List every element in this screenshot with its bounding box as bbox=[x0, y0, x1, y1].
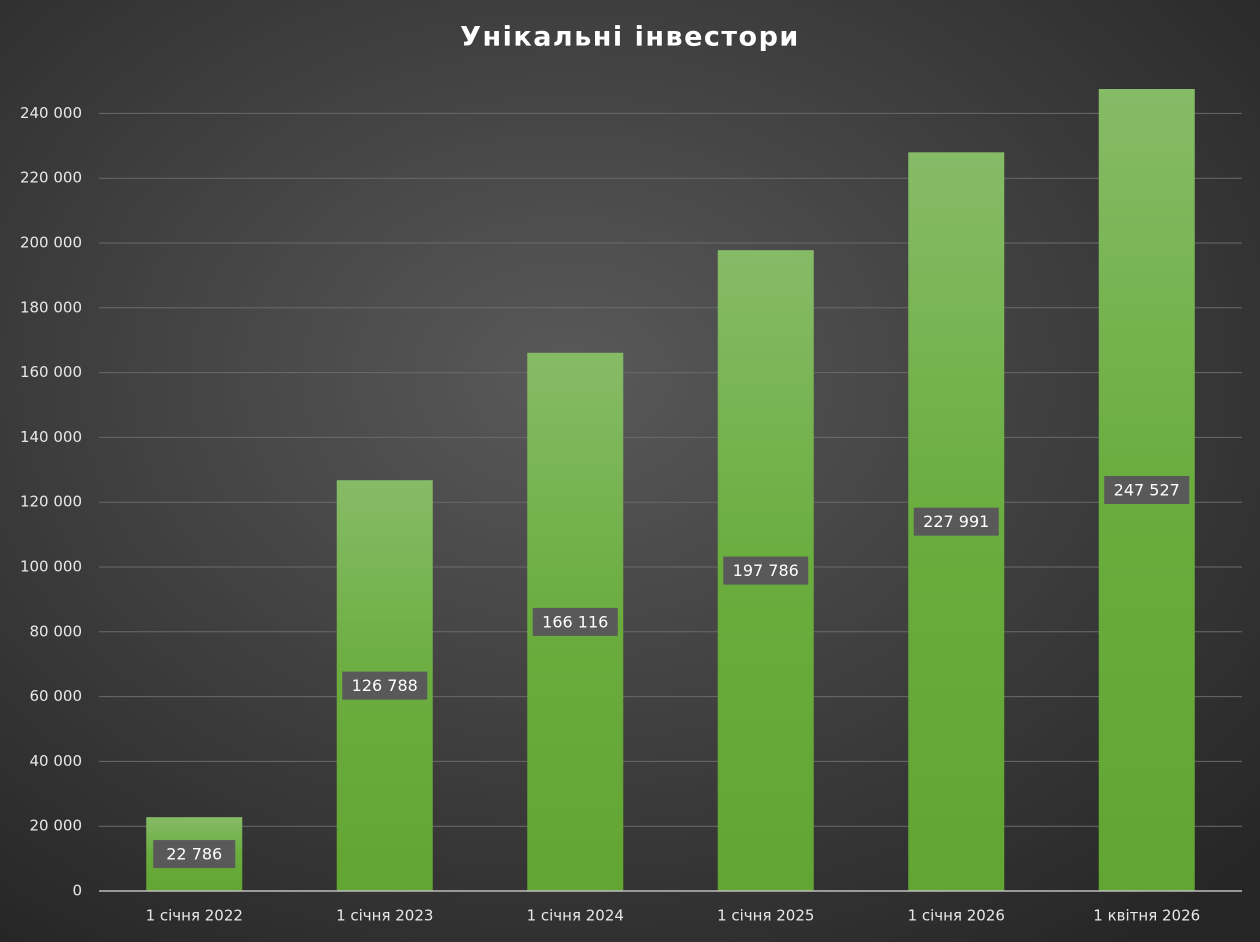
y-tick-label: 80 000 bbox=[30, 622, 83, 640]
y-tick-label: 20 000 bbox=[30, 817, 83, 835]
y-tick-label: 220 000 bbox=[20, 169, 82, 187]
value-label: 197 786 bbox=[733, 561, 799, 580]
y-tick-label: 160 000 bbox=[20, 363, 82, 381]
value-label-box bbox=[1104, 476, 1190, 505]
x-tick-label: 1 квітня 2026 bbox=[1093, 907, 1200, 925]
value-label: 227 991 bbox=[923, 512, 989, 531]
y-tick-label: 0 bbox=[72, 882, 82, 900]
value-label: 126 788 bbox=[352, 676, 418, 695]
y-tick-label: 240 000 bbox=[20, 104, 82, 122]
value-label-box bbox=[153, 840, 236, 869]
x-tick-label: 1 січня 2024 bbox=[527, 907, 624, 925]
y-tick-label: 40 000 bbox=[30, 752, 83, 770]
y-tick-label: 60 000 bbox=[30, 687, 83, 705]
value-label: 247 527 bbox=[1114, 481, 1180, 500]
chart-title: Унікальні інвестори bbox=[460, 22, 800, 53]
y-tick-label: 100 000 bbox=[20, 558, 82, 576]
value-label-box bbox=[342, 671, 428, 700]
y-tick-label: 200 000 bbox=[20, 234, 82, 252]
value-label-box bbox=[532, 607, 618, 636]
x-tick-label: 1 січня 2026 bbox=[908, 907, 1005, 925]
value-label: 166 116 bbox=[542, 612, 608, 631]
y-tick-label: 180 000 bbox=[20, 298, 82, 316]
value-label-box bbox=[723, 556, 809, 585]
y-tick-label: 120 000 bbox=[20, 493, 82, 511]
value-label: 22 786 bbox=[166, 845, 222, 864]
value-label-box bbox=[913, 507, 999, 536]
x-tick-label: 1 січня 2022 bbox=[146, 907, 243, 925]
x-tick-label: 1 січня 2023 bbox=[336, 907, 433, 925]
y-tick-label: 140 000 bbox=[20, 428, 82, 446]
x-tick-label: 1 січня 2025 bbox=[717, 907, 814, 925]
